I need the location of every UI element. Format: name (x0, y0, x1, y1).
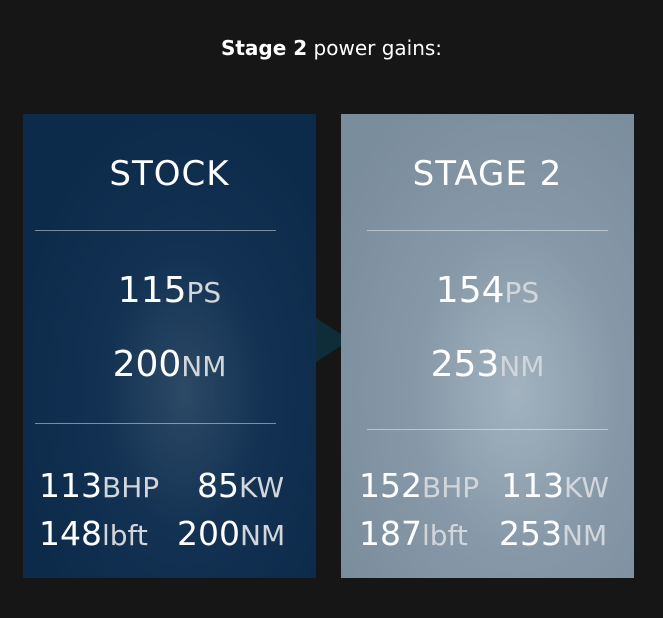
unit: NM (562, 519, 608, 552)
unit: NM (499, 350, 545, 383)
lbft-value: 187lbft (359, 514, 468, 553)
value: 253 (499, 514, 562, 553)
value: 253 (430, 344, 500, 385)
ps-value: 115PS (23, 270, 316, 311)
value: 113 (39, 466, 102, 505)
panel-title: STAGE 2 (412, 154, 563, 194)
divider (35, 230, 276, 231)
panel-title: STOCK (109, 154, 230, 194)
value: 152 (359, 466, 422, 505)
value: 85 (197, 466, 239, 505)
value: 148 (39, 514, 102, 553)
heading-rest: power gains: (307, 36, 443, 60)
divider (367, 429, 608, 430)
unit: PS (186, 276, 222, 309)
value: 200 (177, 514, 240, 553)
bhp-value: 113BHP (39, 466, 159, 505)
unit: KW (239, 471, 285, 504)
heading-bold: Stage 2 (220, 36, 308, 60)
kw-value: 85KW (197, 466, 284, 505)
value: 115 (117, 270, 187, 311)
kw-value: 113KW (501, 466, 609, 505)
value: 187 (359, 514, 422, 553)
unit: NM (181, 350, 227, 383)
divider (35, 423, 276, 424)
value: 200 (112, 344, 182, 385)
value: 154 (435, 270, 505, 311)
ps-value: 154PS (341, 270, 634, 311)
unit: PS (504, 276, 540, 309)
divider (367, 230, 608, 231)
unit: lbft (422, 519, 468, 552)
nm-value-2: 253NM (499, 514, 607, 553)
unit: NM (240, 519, 286, 552)
page-heading: Stage 2 power gains: (0, 36, 663, 60)
unit: KW (564, 471, 610, 504)
unit: BHP (102, 471, 160, 504)
unit: BHP (422, 471, 480, 504)
value: 113 (501, 466, 564, 505)
bhp-value: 152BHP (359, 466, 479, 505)
nm-value: 253NM (341, 344, 634, 385)
nm-value-2: 200NM (177, 514, 285, 553)
stage2-panel: STAGE 2 154PS 253NM 152BHP 113KW 187lbft… (341, 114, 634, 578)
unit: lbft (102, 519, 148, 552)
stock-panel: STOCK 115PS 200NM 113BHP 85KW 148lbft 20… (23, 114, 316, 578)
nm-value: 200NM (23, 344, 316, 385)
lbft-value: 148lbft (39, 514, 148, 553)
